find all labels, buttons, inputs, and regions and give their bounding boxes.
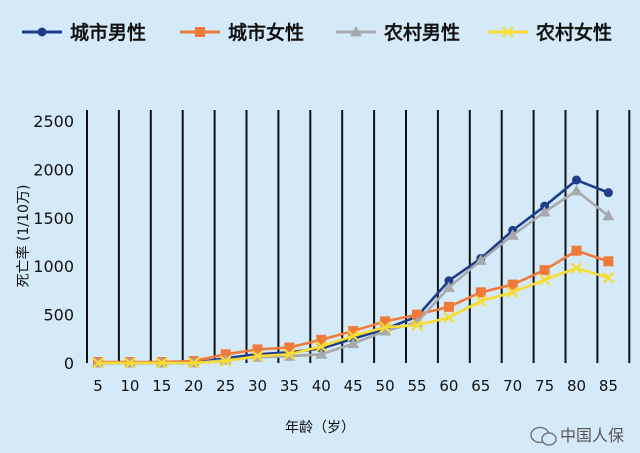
series [92,262,615,369]
legend-item: 城市男性 [22,21,146,44]
data-point [316,334,327,345]
y-tick-label: 0 [64,354,74,373]
legend-item: 农村男性 [336,21,460,44]
grid-lines [86,110,631,363]
data-point [570,184,583,196]
data-point [538,205,551,217]
wechat-icon [530,426,557,446]
data-point [474,254,487,265]
x-tick-label: 25 [216,377,235,395]
data-point [380,316,391,327]
data-point [507,279,518,290]
y-tick-label: 1500 [33,209,74,228]
legend-label: 城市男性 [70,21,146,44]
x-tick-label: 30 [248,377,267,395]
data-point [475,287,486,298]
y-tick-label: 2000 [33,160,74,179]
data-point [156,357,168,369]
data-point [315,340,328,353]
series-group [92,175,615,369]
y-tick-label: 1000 [33,257,74,276]
data-point [603,256,614,267]
data-point [602,272,615,284]
x-tick-label: 5 [93,377,103,395]
data-point [412,309,422,320]
data-point [443,301,454,312]
x-tick-label: 10 [120,377,139,395]
series [93,245,614,368]
data-point [348,326,359,337]
x-tick-label: 15 [152,377,171,395]
legend-label: 农村男性 [383,21,460,44]
data-point [411,319,423,332]
watermark-label: 中国人保 [560,426,624,445]
series-line [98,266,609,365]
x-tick-label: 20 [184,377,203,395]
data-point [571,245,582,256]
x-tick-label: 85 [599,377,618,395]
data-point [195,27,205,37]
x-tick-label: 40 [312,377,331,395]
data-point [347,337,360,349]
data-point [538,273,551,286]
data-point [442,281,455,292]
data-point [315,348,328,359]
x-tick-label: 65 [471,377,490,395]
x-tick-label: 35 [280,377,299,395]
data-point [252,344,263,355]
x-tick-label: 55 [407,377,426,395]
legend-label: 农村女性 [535,21,612,44]
data-point [444,276,454,286]
x-axis-label: 年龄（岁） [285,420,355,436]
data-point [187,357,200,369]
data-point [284,342,295,353]
data-point [506,286,519,299]
data-point [379,321,391,333]
x-tick-label: 45 [344,377,363,395]
data-point [475,295,487,307]
data-point [502,26,514,38]
data-point [124,357,136,369]
data-point [219,355,232,367]
x-axis-ticks: 5 10 15 20 25 30 35 40 45 50 55 60 65 70 75 80 85 [93,377,618,395]
x-tick-label: 50 [376,377,395,395]
y-tick-label: 500 [43,306,74,325]
legend-label: 城市女性 [228,21,304,44]
data-point [350,26,362,37]
data-point [251,350,264,363]
x-tick-label: 80 [567,377,586,395]
y-axis-label: 死亡率 (1/10万) [15,185,32,288]
x-tick-label: 75 [535,377,554,395]
data-point [283,348,296,361]
legend-item: 城市女性 [180,21,304,44]
watermark: 中国人保 [530,426,624,446]
data-point [443,311,455,324]
data-point [347,330,359,342]
data-point [37,27,47,37]
legend-item: 农村女性 [488,21,612,44]
data-point [506,229,519,240]
x-tick-label: 60 [439,377,458,395]
data-point [539,265,550,276]
legend: 城市男性 城市女性 农村男性 农村女性 [22,21,612,44]
data-point [602,209,615,221]
data-point [572,175,581,185]
data-point [92,357,104,369]
y-tick-label: 2500 [33,112,74,131]
data-point [379,325,392,336]
x-tick-label: 70 [503,377,522,395]
data-point [603,188,613,198]
data-point [570,262,583,274]
y-axis-ticks: 0 500 1000 1500 2000 2500 [33,112,74,373]
